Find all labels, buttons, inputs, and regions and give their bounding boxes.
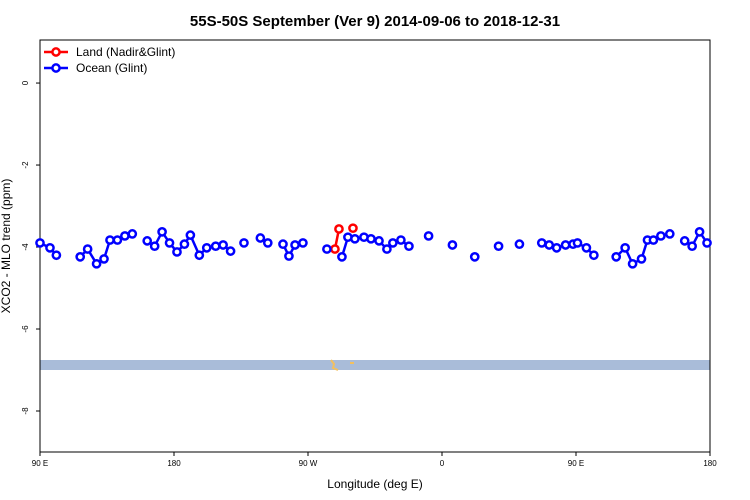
data-point: [374, 236, 384, 246]
data-point: [35, 238, 45, 248]
data-point: [284, 251, 294, 261]
x-axis-label: Longitude (deg E): [327, 477, 422, 491]
data-point: [447, 240, 458, 250]
legend-label: Ocean (Glint): [76, 61, 147, 75]
data-point: [366, 233, 376, 244]
data-point: [255, 233, 266, 243]
y-tick-label: 0: [21, 80, 30, 85]
legend-marker: [51, 63, 61, 73]
data-point: [172, 247, 182, 257]
data-point: [82, 244, 93, 254]
data-point: [157, 227, 167, 237]
y-tick-label: -8: [21, 407, 30, 415]
data-point: [239, 238, 249, 248]
data-point: [218, 240, 228, 250]
y-tick-label: -2: [21, 161, 30, 169]
data-point: [382, 244, 392, 254]
data-point: [298, 238, 308, 248]
data-point: [112, 235, 123, 245]
data-point: [636, 254, 647, 264]
x-tick-label: 180: [703, 459, 717, 468]
data-point: [330, 244, 340, 254]
data-point: [75, 252, 86, 262]
data-point: [179, 239, 190, 250]
data-point: [611, 252, 622, 262]
data-point: [536, 238, 547, 248]
data-point: [164, 238, 175, 248]
data-point: [702, 238, 712, 248]
legend-marker: [51, 47, 61, 57]
data-point: [322, 244, 332, 254]
data-point: [201, 242, 212, 253]
data-point: [194, 250, 205, 261]
data-point: [423, 231, 434, 241]
data-point: [262, 238, 273, 248]
data-point: [469, 252, 480, 262]
data-point: [388, 238, 398, 248]
data-point: [91, 258, 102, 269]
data-point: [278, 239, 288, 250]
data-point: [149, 241, 160, 252]
data-point: [45, 242, 55, 253]
data-point: [334, 224, 344, 234]
y-tick-label: -6: [21, 325, 30, 333]
band-marks: [330, 359, 354, 371]
data-point: [105, 235, 115, 245]
x-tick-label: 90 W: [299, 459, 318, 468]
data-point: [350, 233, 360, 244]
data-point: [396, 235, 406, 245]
data-point: [687, 241, 697, 252]
data-point: [514, 239, 525, 250]
data-point: [493, 241, 504, 252]
data-point: [560, 240, 571, 250]
data-point: [51, 250, 62, 261]
y-axis-label: XCO2 - MLO trend (ppm): [0, 179, 13, 314]
data-point: [656, 231, 666, 241]
data-point: [348, 223, 358, 234]
data-point: [664, 229, 675, 239]
data-point: [572, 238, 583, 248]
chart-title: 55S-50S September (Ver 9) 2014-09-06 to …: [190, 13, 560, 30]
x-tick-label: 180: [167, 459, 181, 468]
x-tick-label: 90 E: [568, 459, 584, 468]
data-point: [627, 258, 638, 269]
data-point: [210, 241, 221, 252]
data-point: [694, 227, 705, 237]
data-point: [120, 231, 130, 241]
data-point: [404, 241, 414, 252]
data-point: [648, 235, 659, 245]
x-tick-label: 0: [440, 459, 445, 468]
data-point: [679, 236, 690, 246]
data-point: [127, 229, 138, 239]
data-point: [225, 246, 236, 256]
data-point: [620, 242, 630, 253]
data-point: [337, 252, 347, 262]
data-point: [185, 230, 196, 240]
data-point: [551, 242, 562, 253]
data-point: [581, 242, 592, 253]
legend-label: Land (Nadir&Glint): [76, 45, 175, 59]
data-point: [589, 250, 599, 261]
data-point: [99, 254, 109, 264]
y-tick-label: -4: [21, 243, 30, 251]
data-point: [290, 240, 300, 250]
background-band: [40, 360, 710, 370]
data-point: [142, 236, 153, 246]
data-point: [544, 240, 555, 250]
x-tick-label: 90 E: [32, 459, 48, 468]
